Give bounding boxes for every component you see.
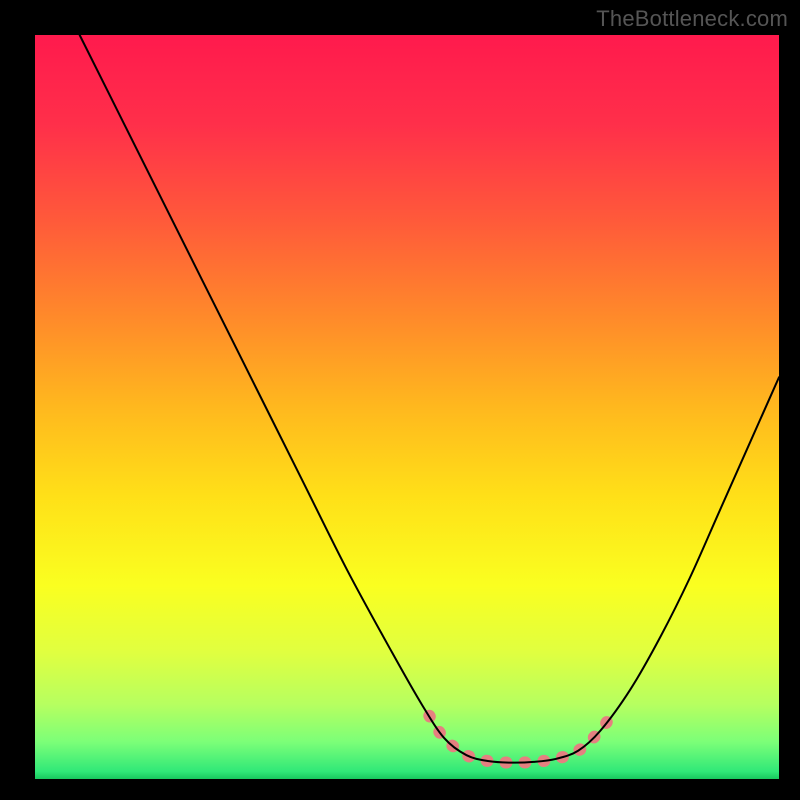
stage: TheBottleneck.com bbox=[0, 0, 800, 800]
watermark-label: TheBottleneck.com bbox=[596, 6, 788, 32]
curve-layer bbox=[35, 35, 779, 779]
bottleneck-curve-path bbox=[80, 35, 779, 763]
plot-area bbox=[35, 35, 779, 779]
highlight-band-path bbox=[429, 716, 611, 763]
